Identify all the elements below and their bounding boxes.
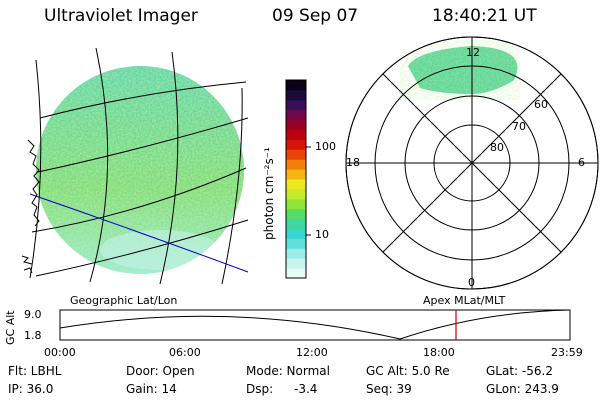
colorbar-cell [286, 119, 306, 130]
status-mode: Mode: Normal [246, 364, 330, 378]
status-gc-alt: GC Alt: 5.0 Re [366, 364, 450, 378]
colorbar-cell [286, 258, 306, 269]
status-glat: GLat: -56.2 [486, 364, 553, 378]
x-tick-0000: 00:00 [44, 346, 76, 359]
colorbar-cell [286, 208, 306, 220]
header-date: 09 Sep 07 [272, 6, 359, 26]
colorbar-cell [286, 198, 306, 210]
y-tick-1-8: 1.8 [24, 329, 42, 342]
colorbar-cell [286, 218, 306, 229]
coastline-fragment [21, 255, 33, 274]
status-door: Door: Open [126, 364, 195, 378]
header-time: 18:40:21 UT [432, 6, 537, 26]
colorbar-cell [286, 139, 306, 150]
colorbar-cell [286, 99, 306, 111]
colorbar-cell [286, 129, 306, 140]
colorbar [285, 79, 311, 279]
lat-label-80: 80 [490, 141, 504, 154]
colorbar-cell [286, 109, 306, 121]
colorbar-cell [286, 228, 306, 239]
apex-label: Apex MLat/MLT [423, 294, 506, 307]
geographic-grid [29, 47, 249, 285]
colorbar-cell [286, 89, 306, 101]
colorbar-cell [286, 188, 306, 200]
status-seq: Seq: 39 [366, 382, 412, 396]
lat-label-60: 60 [534, 98, 548, 111]
coastline [27, 139, 40, 227]
colorbar-cell [286, 248, 306, 259]
colorbar-label-100: 100 [315, 140, 336, 153]
terminator-line [29, 193, 249, 273]
colorbar-cell [286, 159, 306, 170]
instrument-title: Ultraviolet Imager [44, 6, 198, 26]
mlt-label-0: 0 [468, 276, 475, 289]
colorbar-cell [286, 80, 306, 91]
colorbar-cell [286, 268, 306, 279]
mlt-label-18: 18 [346, 156, 360, 169]
status-dsp-label: Dsp: [246, 382, 274, 396]
colorbar-cell [286, 169, 306, 180]
status-filter: Flt: LBHL [8, 364, 62, 378]
colorbar-cell [286, 238, 306, 249]
gc-alt-axis-label: GC Alt [4, 310, 17, 345]
status-gain: Gain: 14 [126, 382, 177, 396]
x-tick-0600: 06:00 [169, 346, 201, 359]
x-tick-1800: 18:00 [423, 346, 455, 359]
polar-plot [345, 36, 599, 290]
colorbar-label-10: 10 [315, 228, 329, 241]
x-tick-2359: 23:59 [551, 346, 583, 359]
globe-image [36, 66, 244, 274]
x-tick-1200: 12:00 [296, 346, 328, 359]
lat-label-70: 70 [512, 120, 526, 133]
gc-alt-curve [59, 309, 571, 340]
status-ip: IP: 36.0 [8, 382, 54, 396]
geographic-label: Geographic Lat/Lon [70, 294, 178, 307]
colorbar-unit-label: photon cm⁻²s⁻¹ [262, 147, 276, 240]
y-tick-9: 9.0 [24, 308, 42, 321]
status-glon: GLon: 243.9 [486, 382, 559, 396]
timeline-plot [59, 309, 571, 341]
colorbar-cell [286, 149, 306, 160]
status-dsp-value: -3.4 [294, 382, 318, 396]
mlt-label-12: 12 [466, 46, 480, 59]
mlt-label-6: 6 [578, 156, 585, 169]
colorbar-cell [286, 179, 306, 190]
